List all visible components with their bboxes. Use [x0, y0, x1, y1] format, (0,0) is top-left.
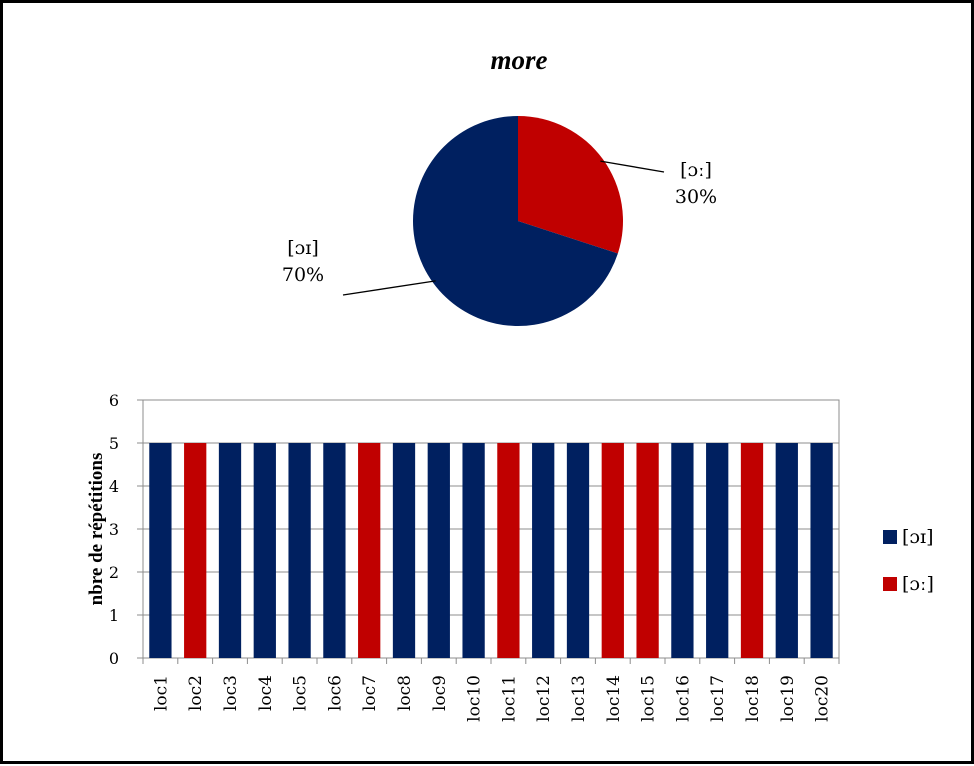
x-tick-label: loc11: [499, 675, 519, 722]
x-tick-label: loc20: [813, 675, 833, 722]
y-tick-label: 5: [109, 434, 119, 453]
bar: [184, 443, 207, 658]
bar: [532, 443, 555, 658]
y-tick-label: 4: [109, 477, 119, 496]
y-tick-label: 2: [109, 563, 119, 582]
bar: [706, 443, 729, 658]
x-tick-label: loc3: [221, 675, 241, 711]
legend: [ɔɪ] [ɔː]: [883, 526, 934, 595]
x-tick-label: loc18: [743, 675, 763, 722]
x-tick-label: loc16: [673, 675, 693, 722]
bar: [462, 443, 485, 658]
x-tick-label: loc14: [604, 675, 624, 722]
y-tick-label: 1: [109, 606, 119, 625]
bar: [253, 443, 276, 658]
x-tick-label: loc17: [708, 675, 728, 722]
pie-slice-label: [ɔː]: [680, 159, 712, 181]
pie-chart: more [ɔː] 30% [ɔɪ] 70%: [282, 45, 717, 326]
x-tick-label: loc10: [465, 675, 485, 722]
legend-label: [ɔɪ]: [902, 526, 934, 548]
pie-leader-line: [600, 160, 665, 173]
legend-label: [ɔː]: [902, 573, 934, 595]
chart-title: more: [491, 45, 548, 75]
pie-slice-label: [ɔɪ]: [287, 237, 319, 259]
bar: [392, 443, 416, 658]
bar: [601, 443, 624, 658]
bar-chart: 0 1 2 3 4 5 6 loc1 loc2 loc3 loc4 loc5 loc6 loc7 loc8 l…: [86, 391, 840, 722]
bar: [358, 443, 381, 658]
x-tick-label: loc1: [151, 675, 171, 711]
bar: [323, 443, 346, 658]
pie-slice: [413, 116, 618, 326]
x-tick-label: loc19: [778, 675, 798, 722]
x-tick-label: loc12: [534, 675, 554, 722]
bar: [288, 443, 311, 658]
x-tick-label: loc8: [395, 675, 415, 711]
bar: [810, 443, 833, 658]
x-tick-label: loc9: [430, 675, 450, 711]
legend-swatch: [883, 577, 897, 591]
x-tick-label: loc2: [186, 675, 206, 711]
bar: [671, 443, 694, 658]
chart-canvas: more [ɔː] 30% [ɔɪ] 70% 0 1 2 3 4 5 6 loc1 loc2 loc3 lo…: [86, 45, 934, 722]
legend-swatch: [883, 530, 897, 544]
pie-slice-value: 70%: [282, 264, 324, 286]
bar: [218, 443, 242, 658]
y-tick-label: 6: [109, 391, 119, 410]
pie-leader-line: [342, 280, 436, 296]
x-tick-label: loc5: [291, 675, 311, 711]
x-tick-label: loc7: [360, 675, 380, 711]
y-tick-label: 0: [109, 649, 119, 668]
y-axis-label: nbre de répétitions: [86, 453, 107, 606]
pie-slice: [518, 116, 623, 254]
bar: [775, 443, 798, 658]
pie-slice-value: 30%: [675, 186, 717, 208]
x-tick-label: loc15: [639, 675, 659, 722]
y-tick-label: 3: [109, 520, 119, 539]
bar: [497, 443, 520, 658]
bar: [566, 443, 590, 658]
bar: [149, 443, 172, 658]
bar: [427, 443, 450, 658]
x-tick-label: loc6: [325, 675, 345, 711]
bar: [636, 443, 659, 658]
bar: [740, 443, 764, 658]
x-tick-label: loc13: [569, 675, 589, 722]
x-tick-label: loc4: [256, 675, 276, 711]
